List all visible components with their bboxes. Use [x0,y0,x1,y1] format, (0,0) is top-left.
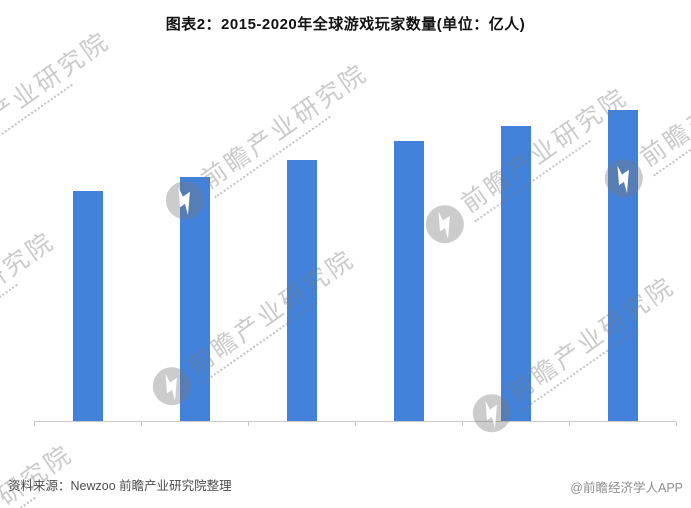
x-axis-tick [141,422,142,426]
watermark-subtext [652,93,691,177]
watermark-text: 前瞻产业研究院 [196,58,374,195]
chart-title: 图表2：2015-2020年全球游戏玩家数量(单位：亿人) [165,16,526,33]
bar-2020E [607,109,638,421]
brand-credit: @前瞻经济学人APP [570,481,683,495]
x-axis-tick [462,422,463,426]
source-note: 资料来源：Newzoo 前瞻产业研究院整理 [8,479,232,493]
watermark-text: 前瞻产业研究院 [0,26,116,163]
x-axis-tick [34,422,35,426]
x-axis-line [34,421,676,422]
bar-chart-plot-area: 前瞻产业研究院 前瞻产业研究院 前瞻产业研究院 前瞻产业研究院 前瞻产业研究院 前瞻产业研… [0,25,691,508]
bar-2019 [500,126,531,421]
watermark: 前瞻产业研究院 [0,225,65,394]
watermark-text: 前瞻产业研究院 [0,226,61,363]
bar-2018 [393,141,424,421]
watermark-subtext [0,283,18,367]
bar-2017 [286,159,317,421]
watermark: 前瞻产业研究院 [0,438,83,508]
watermark: 前瞻产业研究院 [465,270,684,439]
watermark-text: 前瞻产业研究院 [635,36,691,173]
watermark-subtext [0,496,36,508]
qianzhan-bolt-icon [425,205,464,244]
x-axis-tick [569,422,570,426]
watermark-text: 前瞻产业研究院 [183,244,361,381]
watermark: 前瞻产业研究院 [145,243,364,412]
watermark: 前瞻产业研究院 [0,25,120,194]
watermark-subtext [0,83,73,167]
x-axis-tick [676,422,677,426]
bar-2015 [72,190,103,421]
watermark-subtext [473,139,591,223]
x-axis-tick [248,422,249,426]
bar-2016 [179,176,210,421]
x-axis-tick [355,422,356,426]
